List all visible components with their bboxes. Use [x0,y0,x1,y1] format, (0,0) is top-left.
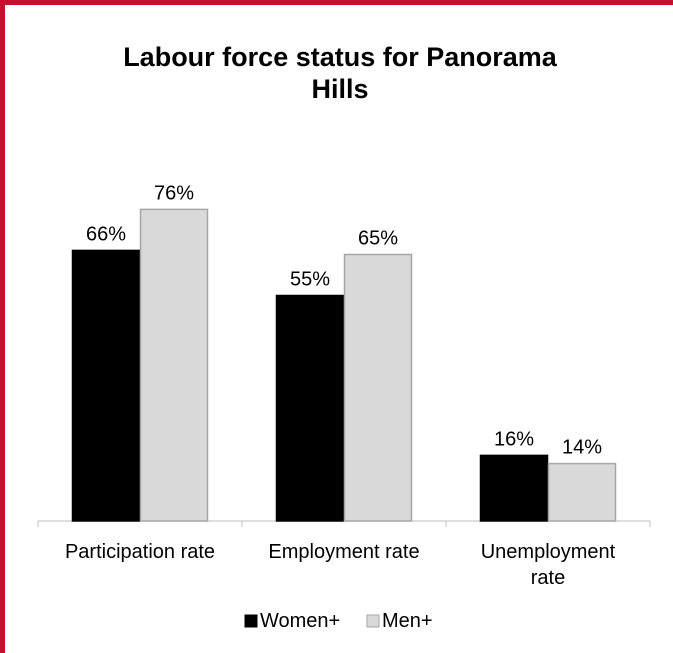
legend-label: Women+ [260,610,340,632]
bar-men [343,253,413,522]
bar-men [139,208,209,522]
x-tick-label: Unemployment [481,541,616,563]
data-label: 16% [494,428,534,450]
data-label: 66% [86,223,126,245]
bar-men [547,462,617,522]
data-label: 14% [562,437,602,459]
data-label: 76% [154,182,194,204]
legend-swatch-women [244,614,258,628]
data-label: 55% [290,269,330,291]
chart-title-line-1: Labour force status for Panorama [123,42,557,72]
legend-label: Men+ [382,610,433,632]
bar-women [479,454,549,522]
data-label: 65% [358,228,398,250]
bar-women [71,249,141,522]
x-tick-label: Participation rate [65,541,215,563]
chart-title-line-2: Hills [311,74,369,104]
legend-swatch-men [366,614,380,628]
bar-women [275,294,345,522]
x-tick-label: Employment rate [268,541,419,563]
chart-title: Labour force status for Panorama Hills [40,41,640,105]
x-tick-label: rate [531,567,565,589]
